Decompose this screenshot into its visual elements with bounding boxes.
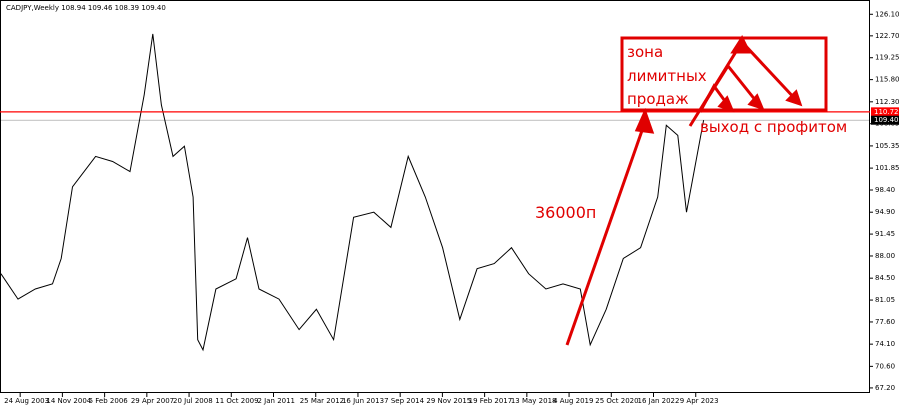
y-tick-label: 98.40: [875, 186, 895, 194]
price-level-box: [871, 115, 899, 125]
x-tick-label: 29 Apr 2007: [131, 397, 174, 405]
x-tick-label: 4 Aug 2019: [553, 397, 593, 405]
annotation: 36000п: [535, 203, 596, 222]
y-tick-label: 70.60: [875, 362, 895, 370]
x-tick-label: 29 Nov 2015: [426, 397, 471, 405]
plot-frame: [0, 0, 870, 393]
arrow-head: [730, 34, 752, 54]
x-tick-label: 16 Jan 2022: [638, 397, 680, 405]
x-tick-label: 5 Feb 2006: [89, 397, 129, 405]
y-tick-label: 91.45: [875, 230, 895, 238]
x-tick-label: 24 Aug 2003: [4, 397, 49, 405]
price-level-box: [871, 107, 899, 117]
x-tick-label: 2 Jan 2011: [258, 397, 296, 405]
x-tick-label: 13 May 2018: [511, 397, 557, 405]
y-tick-label: 119.25: [875, 54, 900, 62]
x-tick-label: 19 Feb 2017: [469, 397, 513, 405]
sell-zone-box: [620, 36, 828, 112]
annotation: лимитных: [627, 67, 707, 85]
annotations: [565, 34, 828, 346]
x-tick-label: 14 Nov 2004: [46, 397, 91, 405]
y-tick-label: 81.05: [875, 296, 895, 304]
y-tick-label: 101.85: [875, 164, 900, 172]
y-tick-label: 67.20: [875, 384, 895, 392]
arrow-head: [717, 95, 735, 113]
arrow: [565, 121, 647, 346]
price-level-label: 110.72: [874, 108, 899, 116]
x-tick-label: 7 Sep 2014: [384, 397, 424, 405]
x-tick-label: 20 Jul 2008: [173, 397, 213, 405]
y-tick-label: 74.10: [875, 340, 895, 348]
y-tick-label: 126.10: [875, 10, 900, 18]
x-tick-label: 25 Oct 2020: [595, 397, 638, 405]
y-tick-label: 112.30: [875, 98, 900, 106]
arrow-head: [634, 107, 655, 134]
y-tick-label: 88.00: [875, 252, 895, 260]
x-tick-label: 9 Apr 2023: [680, 397, 719, 405]
annotation: выход с профитом: [700, 118, 847, 136]
y-tick-label: 77.60: [875, 318, 895, 326]
annotation: продаж: [627, 90, 689, 108]
y-tick-label: 84.50: [875, 274, 895, 282]
price-line: [0, 33, 705, 352]
annotation: зона: [627, 43, 663, 61]
arrow-head: [785, 89, 803, 107]
arrow-head: [747, 93, 765, 111]
price-level-label: 109.40: [874, 116, 899, 124]
y-tick-label: 94.90: [875, 208, 895, 216]
chart-title: CADJPY,Weekly 108.94 109.46 108.39 109.4…: [6, 4, 166, 12]
x-tick-label: 11 Oct 2009: [215, 397, 258, 405]
y-tick-label: 122.70: [875, 32, 900, 40]
y-tick-label: 105.35: [875, 142, 900, 150]
x-tick-label: 25 Mar 2012: [300, 397, 344, 405]
x-tick-label: 16 Jun 2013: [342, 397, 384, 405]
y-tick-label: 115.80: [875, 76, 900, 84]
